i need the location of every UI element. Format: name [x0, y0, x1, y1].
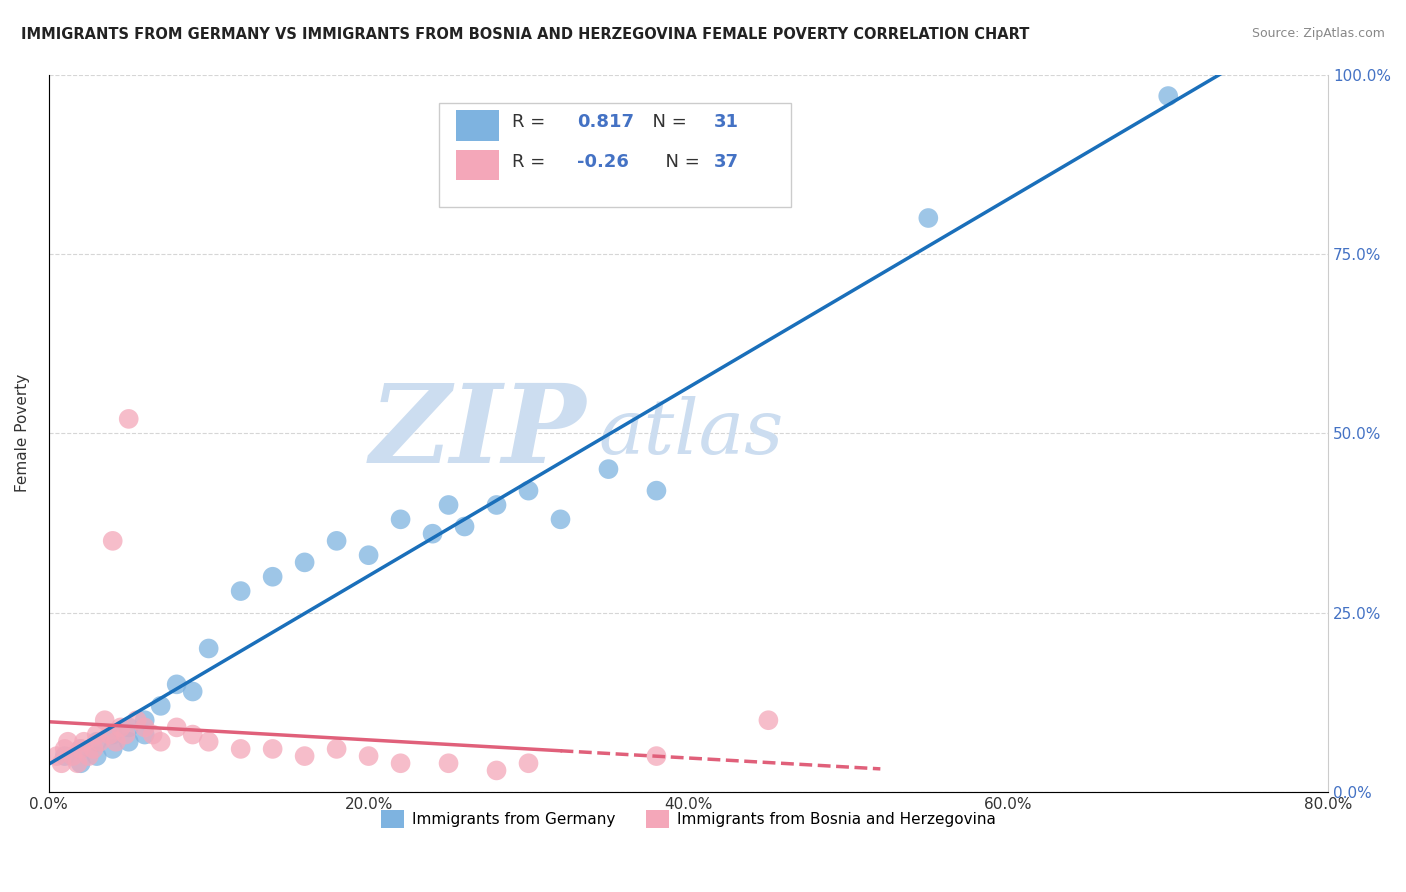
FancyBboxPatch shape: [439, 103, 790, 207]
Point: [645, 483, 668, 498]
Point: [229, 584, 252, 599]
Point: [485, 498, 508, 512]
Point: [485, 764, 508, 778]
Point: [69, 756, 91, 771]
Text: 37: 37: [714, 153, 740, 171]
Point: [294, 555, 316, 569]
Point: [118, 735, 141, 749]
Point: [98, 728, 121, 742]
Text: 31: 31: [714, 112, 740, 130]
Point: [517, 483, 540, 498]
Point: [357, 548, 380, 562]
Point: [149, 698, 172, 713]
Point: [73, 735, 96, 749]
Point: [66, 756, 89, 771]
Text: atlas: atlas: [599, 396, 785, 470]
Point: [453, 519, 475, 533]
Point: [56, 735, 79, 749]
Point: [53, 742, 76, 756]
Point: [110, 720, 132, 734]
Text: R =: R =: [512, 112, 551, 130]
Point: [357, 749, 380, 764]
Point: [294, 749, 316, 764]
Point: [166, 720, 188, 734]
Point: [89, 735, 111, 749]
Text: 0.817: 0.817: [576, 112, 634, 130]
Point: [437, 756, 460, 771]
Point: [389, 756, 412, 771]
Point: [197, 641, 219, 656]
FancyBboxPatch shape: [456, 150, 499, 180]
Point: [262, 570, 284, 584]
Point: [53, 749, 76, 764]
FancyBboxPatch shape: [456, 111, 499, 141]
Point: [550, 512, 572, 526]
Point: [166, 677, 188, 691]
Point: [104, 735, 127, 749]
Point: [437, 498, 460, 512]
Point: [69, 742, 91, 756]
Point: [325, 533, 347, 548]
Point: [517, 756, 540, 771]
Point: [69, 742, 91, 756]
Legend: Immigrants from Germany, Immigrants from Bosnia and Herzegovina: Immigrants from Germany, Immigrants from…: [375, 804, 1001, 835]
Point: [917, 211, 939, 225]
Point: [118, 412, 141, 426]
Point: [101, 728, 124, 742]
Point: [125, 713, 148, 727]
Point: [134, 713, 156, 727]
Point: [645, 749, 668, 764]
Point: [181, 728, 204, 742]
Point: [262, 742, 284, 756]
Text: ZIP: ZIP: [370, 379, 586, 487]
Point: [86, 735, 108, 749]
Point: [118, 720, 141, 734]
Point: [86, 728, 108, 742]
Point: [77, 749, 100, 764]
Text: N =: N =: [641, 112, 693, 130]
Text: R =: R =: [512, 153, 551, 171]
Point: [422, 526, 444, 541]
Text: IMMIGRANTS FROM GERMANY VS IMMIGRANTS FROM BOSNIA AND HERZEGOVINA FEMALE POVERTY: IMMIGRANTS FROM GERMANY VS IMMIGRANTS FR…: [21, 27, 1029, 42]
Point: [134, 720, 156, 734]
Point: [62, 749, 84, 764]
Point: [114, 728, 136, 742]
Point: [1157, 89, 1180, 103]
Y-axis label: Female Poverty: Female Poverty: [15, 374, 30, 492]
Point: [149, 735, 172, 749]
Point: [93, 713, 115, 727]
Point: [101, 742, 124, 756]
Point: [389, 512, 412, 526]
Point: [181, 684, 204, 698]
Text: N =: N =: [654, 153, 706, 171]
Point: [51, 756, 73, 771]
Text: Source: ZipAtlas.com: Source: ZipAtlas.com: [1251, 27, 1385, 40]
Point: [325, 742, 347, 756]
Point: [101, 533, 124, 548]
Text: -0.26: -0.26: [576, 153, 628, 171]
Point: [598, 462, 620, 476]
Point: [142, 728, 165, 742]
Point: [197, 735, 219, 749]
Point: [229, 742, 252, 756]
Point: [758, 713, 780, 727]
Point: [83, 742, 105, 756]
Point: [86, 749, 108, 764]
Point: [134, 728, 156, 742]
Point: [45, 749, 67, 764]
